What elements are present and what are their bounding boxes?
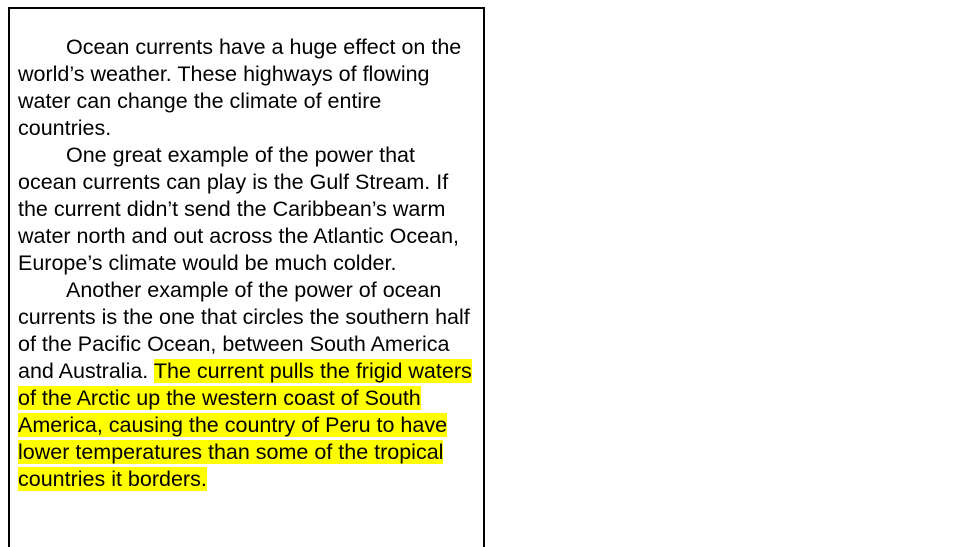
paragraph-3: Another example of the power of ocean cu… <box>18 277 475 493</box>
paragraph-1-text: Ocean currents have a huge effect on the… <box>18 35 462 140</box>
paragraph-2: One great example of the power that ocea… <box>18 142 475 277</box>
paragraph-1: Ocean currents have a huge effect on the… <box>18 34 475 142</box>
text-box: Ocean currents have a huge effect on the… <box>8 7 485 547</box>
paragraph-3-text: Another example of the power of ocean cu… <box>18 278 470 383</box>
paragraph-2-text: One great example of the power that ocea… <box>18 143 460 275</box>
